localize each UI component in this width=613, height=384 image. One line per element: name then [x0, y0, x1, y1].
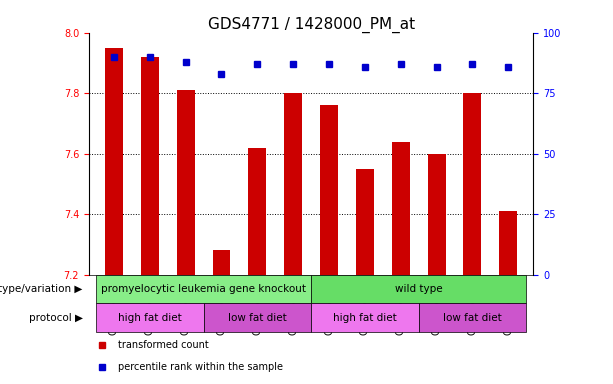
Bar — [356, 169, 374, 275]
Bar — [248, 147, 266, 275]
Text: protocol ▶: protocol ▶ — [29, 313, 83, 323]
Text: promyelocytic leukemia gene knockout: promyelocytic leukemia gene knockout — [101, 284, 306, 294]
Title: GDS4771 / 1428000_PM_at: GDS4771 / 1428000_PM_at — [208, 17, 414, 33]
Bar — [96, 275, 311, 303]
Text: high fat diet: high fat diet — [333, 313, 397, 323]
Bar — [392, 142, 409, 275]
Text: genotype/variation ▶: genotype/variation ▶ — [0, 284, 83, 294]
Bar — [499, 211, 517, 275]
Bar — [177, 90, 194, 275]
Bar — [428, 154, 446, 275]
Text: transformed count: transformed count — [118, 340, 208, 351]
Text: low fat diet: low fat diet — [228, 313, 287, 323]
Bar — [311, 303, 419, 332]
Bar — [463, 93, 481, 275]
Bar — [311, 275, 526, 303]
Bar — [320, 105, 338, 275]
Bar — [141, 57, 159, 275]
Text: wild type: wild type — [395, 284, 443, 294]
Bar — [105, 48, 123, 275]
Text: high fat diet: high fat diet — [118, 313, 181, 323]
Bar — [204, 303, 311, 332]
Bar — [419, 303, 526, 332]
Bar — [213, 250, 230, 275]
Bar — [284, 93, 302, 275]
Text: percentile rank within the sample: percentile rank within the sample — [118, 362, 283, 372]
Bar — [96, 303, 204, 332]
Text: low fat diet: low fat diet — [443, 313, 502, 323]
